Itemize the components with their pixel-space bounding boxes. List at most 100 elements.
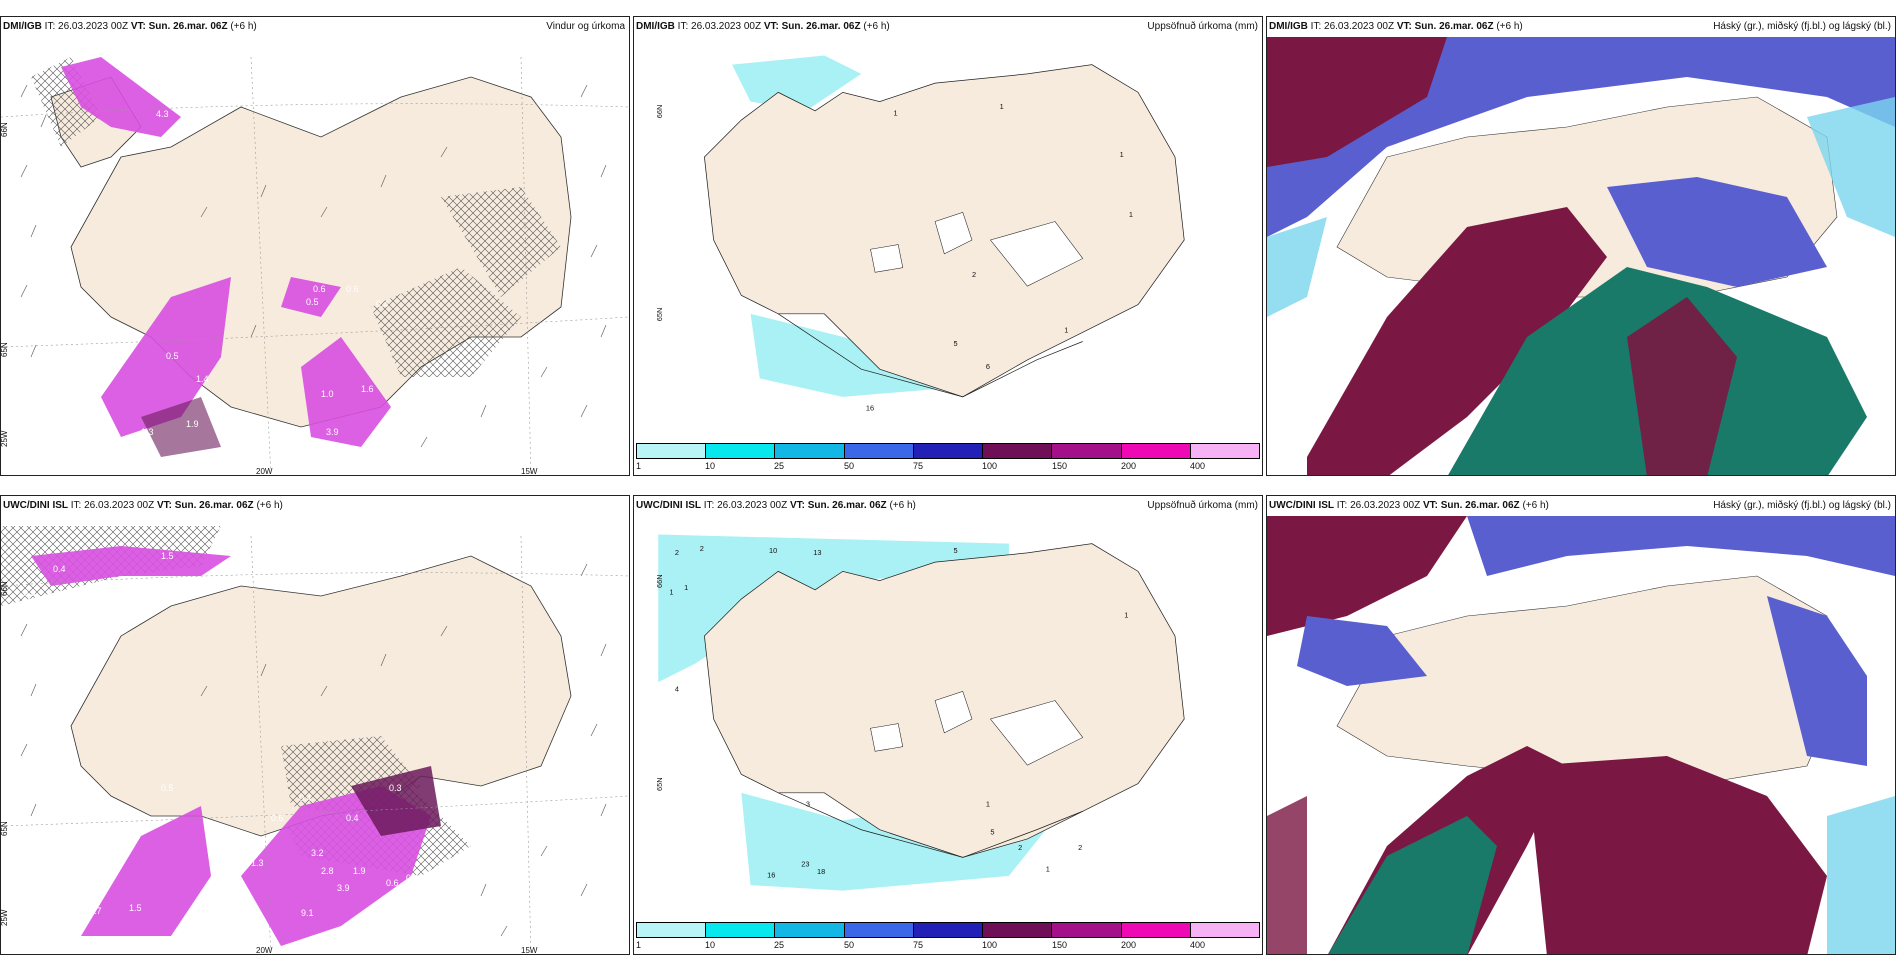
lat-label: 66N	[655, 105, 664, 119]
wind-precip-map: 66N 65N 25W 20W 15W 0.4 0.3 1.5 0.5 0.4 …	[1, 516, 629, 955]
precip-value: 0.6	[346, 284, 359, 294]
panel-header: DMI/IGB IT: 26.03.2023 00Z VT: Sun. 26.m…	[636, 21, 1258, 35]
panel-header: UWC/DINI ISL IT: 26.03.2023 00Z VT: Sun.…	[3, 500, 625, 514]
accum-value: 5	[954, 546, 958, 555]
precip-value: 3.2	[311, 848, 324, 858]
accum-value: 5	[954, 339, 958, 348]
accum-value: 1	[1129, 210, 1133, 219]
precip-area	[301, 337, 391, 447]
init-time: IT: 26.03.2023 00Z	[701, 500, 790, 511]
precip-value: 0.6	[313, 284, 326, 294]
colorbar: 1 10 25 50 75 100 150 200 400	[634, 920, 1262, 954]
precip-value: 2.8	[321, 866, 334, 876]
precip-value: 1.9	[186, 419, 199, 429]
accum-value: 18	[817, 867, 825, 876]
accum-value: 1	[1000, 102, 1004, 111]
high-cloud-area	[1627, 297, 1737, 475]
high-cloud-area	[1527, 756, 1827, 954]
colorbar-swatch	[706, 444, 776, 458]
accum-value: 1	[1124, 611, 1128, 620]
panel-wind-precip-uwc: UWC/DINI ISL IT: 26.03.2023 00Z VT: Sun.…	[0, 495, 630, 955]
accum-value: 2	[972, 270, 976, 279]
precip-value: 0.5	[166, 351, 179, 361]
precip-area	[31, 546, 231, 586]
precip-value: 9.1	[301, 908, 314, 918]
hatch-area	[31, 57, 101, 147]
mid-cloud-area	[1767, 596, 1867, 766]
panel-header: DMI/IGB IT: 26.03.2023 00Z VT: Sun. 26.m…	[3, 21, 625, 35]
precip-value: 0.3	[23, 588, 36, 598]
valid-time: VT: Sun. 26.mar. 06Z	[789, 500, 887, 511]
panel-clouds-uwc: UWC/DINI ISL IT: 26.03.2023 00Z VT: Sun.…	[1266, 495, 1896, 955]
colorbar-tick: 150	[1052, 461, 1068, 471]
colorbar-swatch	[844, 923, 914, 937]
precip-value: 4.3	[156, 109, 169, 119]
panel-accum-precip-dmi: DMI/IGB IT: 26.03.2023 00Z VT: Sun. 26.m…	[633, 16, 1263, 476]
precip-value: 3.6	[291, 437, 304, 447]
valid-time: VT: Sun. 26.mar. 06Z	[1422, 500, 1520, 511]
colorbar-swatch	[913, 923, 984, 937]
accum-value: 1	[894, 108, 898, 117]
precip-value: 0.3	[389, 783, 402, 793]
accum-precip-map: 66N 65N 2 2 1 1 10 13 5 4 1 3 1 5 2 2 23…	[655, 516, 1238, 891]
accum-value: 5	[990, 827, 994, 836]
accum-value: 2	[700, 544, 704, 553]
lat-label: 66N	[655, 574, 664, 588]
mid-cloud-area	[1607, 177, 1827, 287]
precip-value: 0.4	[299, 793, 312, 803]
colorbar-tick: 75	[913, 940, 924, 950]
precip-value: 1.3	[251, 858, 264, 868]
colorbar-tick: 10	[705, 940, 716, 950]
model-name: DMI/IGB	[3, 21, 42, 32]
init-time: IT: 26.03.2023 00Z	[1307, 21, 1397, 32]
precip-value: 3.9	[337, 883, 350, 893]
colorbar-tick: 200	[1121, 461, 1137, 471]
colorbar-tick: 200	[1121, 940, 1137, 950]
accum-value: 16	[767, 871, 775, 880]
lon-label: 15W	[521, 946, 538, 955]
precip-value: 0.4	[53, 564, 66, 574]
colorbar-swatch	[1121, 923, 1191, 937]
cloud-cover-map	[1267, 516, 1895, 954]
mid-cloud-area	[1297, 616, 1427, 686]
precip-value: 0.7	[89, 906, 102, 916]
wind-barbs	[20, 84, 607, 448]
accum-value: 1	[669, 587, 673, 596]
precip-value: 1.3	[141, 427, 154, 437]
lon-label: 20W	[256, 467, 273, 476]
field-title: Háský (gr.), miðský (fj.bl.) og lágský (…	[1713, 21, 1891, 32]
precip-value: 3.9	[326, 427, 339, 437]
cloud-cover-map	[1267, 37, 1895, 475]
precip-value: 0.6	[386, 878, 399, 888]
glacier-hole	[870, 723, 904, 752]
accum-value: 13	[813, 548, 821, 557]
colorbar-tick: 25	[774, 461, 785, 471]
precip-value: 1.6	[361, 384, 374, 394]
precip-area	[732, 55, 862, 111]
lead-time: (+6 h)	[1519, 500, 1549, 511]
wind-precip-map: 66N 65N 25W 20W 15W 4.3 0.6 0.6 0.5 0.4 …	[1, 37, 629, 476]
lon-label: 15W	[521, 467, 538, 476]
light-cloud-area	[1267, 796, 1307, 954]
colorbar-tick: 1	[636, 940, 642, 950]
colorbar-swatch	[983, 923, 1053, 937]
init-time: IT: 26.03.2023 00Z	[1334, 500, 1423, 511]
field-title: Vindur og úrkoma	[546, 21, 625, 32]
precip-value: 0.5	[161, 783, 174, 793]
light-cloud-area	[1827, 796, 1895, 954]
accum-value: 1	[986, 800, 990, 809]
valid-time: VT: Sun. 26.mar. 06Z	[763, 21, 861, 32]
high-cloud-area	[1267, 516, 1467, 636]
panel-header: DMI/IGB IT: 26.03.2023 00Z VT: Sun. 26.m…	[1269, 21, 1891, 35]
high-cloud-area	[1307, 207, 1607, 475]
accum-value: 1	[684, 583, 688, 592]
field-title: Háský (gr.), miðský (fj.bl.) og lágský (…	[1713, 500, 1891, 511]
colorbar-tick: 150	[1052, 940, 1068, 950]
colorbar-tick: 50	[844, 940, 855, 950]
light-cloud-area	[1267, 217, 1327, 317]
lat-label: 65N	[1, 821, 9, 836]
accum-value: 10	[769, 546, 777, 555]
colorbar-swatch	[1190, 923, 1259, 937]
accum-value: 1	[1046, 864, 1050, 873]
colorbar-swatch	[775, 444, 845, 458]
